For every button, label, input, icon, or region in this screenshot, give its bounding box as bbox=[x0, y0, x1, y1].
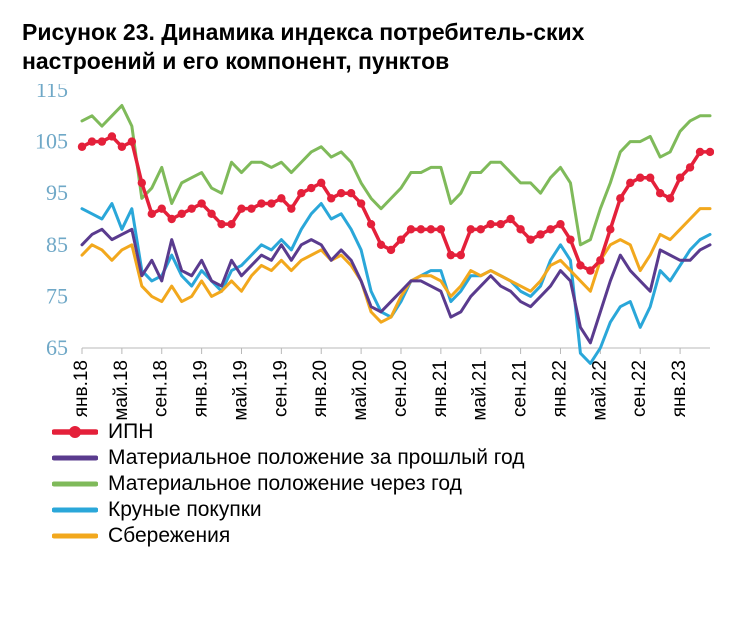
chart-title: Рисунок 23. Динамика индекса потребитель… bbox=[22, 18, 714, 76]
x-axis-label: сен.19 bbox=[270, 360, 291, 417]
marker-ipn bbox=[177, 209, 185, 217]
x-axis-label: янв.20 bbox=[310, 360, 331, 417]
legend-item-big_buy: Круные покупки bbox=[52, 498, 714, 522]
series-big_buy bbox=[82, 203, 710, 363]
marker-ipn bbox=[626, 178, 634, 186]
x-axis-label: сен.20 bbox=[390, 360, 411, 417]
marker-ipn bbox=[317, 178, 325, 186]
x-axis-label: янв.23 bbox=[669, 360, 690, 417]
plot-area: 65758595105115янв.18май.18сен.18янв.19ма… bbox=[22, 84, 714, 414]
marker-ipn bbox=[247, 204, 255, 212]
marker-ipn bbox=[486, 219, 494, 227]
marker-ipn bbox=[586, 266, 594, 274]
y-axis-label: 85 bbox=[46, 231, 68, 256]
marker-ipn bbox=[496, 219, 504, 227]
marker-ipn bbox=[447, 250, 455, 258]
marker-ipn bbox=[287, 204, 295, 212]
marker-ipn bbox=[606, 225, 614, 233]
marker-ipn bbox=[337, 189, 345, 197]
marker-ipn bbox=[217, 219, 225, 227]
series-fin_future bbox=[82, 105, 710, 244]
marker-ipn bbox=[536, 230, 544, 238]
marker-ipn bbox=[477, 225, 485, 233]
marker-ipn bbox=[397, 235, 405, 243]
marker-ipn bbox=[307, 183, 315, 191]
chart-container: Рисунок 23. Динамика индекса потребитель… bbox=[0, 0, 736, 630]
x-axis-label: янв.18 bbox=[71, 360, 92, 417]
marker-ipn bbox=[257, 199, 265, 207]
x-axis-label: янв.19 bbox=[191, 360, 212, 417]
marker-ipn bbox=[546, 225, 554, 233]
marker-ipn bbox=[158, 204, 166, 212]
marker-ipn bbox=[237, 204, 245, 212]
marker-ipn bbox=[297, 189, 305, 197]
x-axis-label: янв.22 bbox=[549, 360, 570, 417]
marker-ipn bbox=[616, 194, 624, 202]
marker-ipn bbox=[277, 194, 285, 202]
y-axis-label: 105 bbox=[35, 128, 68, 153]
marker-ipn bbox=[427, 225, 435, 233]
marker-ipn bbox=[187, 204, 195, 212]
marker-ipn bbox=[666, 194, 674, 202]
marker-ipn bbox=[148, 209, 156, 217]
marker-ipn bbox=[128, 137, 136, 145]
x-axis-label: май.18 bbox=[111, 360, 132, 421]
marker-ipn bbox=[506, 214, 514, 222]
x-axis-label: сен.22 bbox=[629, 360, 650, 417]
x-axis-label: май.21 bbox=[470, 360, 491, 421]
marker-ipn bbox=[98, 137, 106, 145]
marker-ipn bbox=[437, 225, 445, 233]
marker-ipn bbox=[347, 189, 355, 197]
y-axis-label: 65 bbox=[46, 335, 68, 360]
marker-ipn bbox=[566, 235, 574, 243]
marker-ipn bbox=[118, 142, 126, 150]
x-axis-label: сен.18 bbox=[151, 360, 172, 417]
x-axis-label: май.19 bbox=[230, 360, 251, 421]
marker-ipn bbox=[457, 250, 465, 258]
legend-label-big_buy: Круные покупки bbox=[108, 498, 262, 522]
marker-ipn bbox=[467, 225, 475, 233]
legend-swatch-savings bbox=[52, 526, 98, 546]
marker-ipn bbox=[556, 219, 564, 227]
marker-ipn bbox=[686, 163, 694, 171]
marker-ipn bbox=[676, 173, 684, 181]
marker-ipn bbox=[357, 199, 365, 207]
marker-ipn bbox=[168, 214, 176, 222]
marker-ipn bbox=[646, 173, 654, 181]
legend-swatch-big_buy bbox=[52, 500, 98, 520]
marker-ipn bbox=[88, 137, 96, 145]
marker-ipn bbox=[407, 225, 415, 233]
marker-ipn bbox=[207, 209, 215, 217]
marker-ipn bbox=[78, 142, 86, 150]
x-axis-label: янв.21 bbox=[430, 360, 451, 417]
marker-ipn bbox=[367, 219, 375, 227]
marker-ipn bbox=[377, 240, 385, 248]
y-axis-label: 95 bbox=[46, 180, 68, 205]
x-axis-label: сен.21 bbox=[510, 360, 531, 417]
marker-ipn bbox=[267, 199, 275, 207]
line-chart-svg: 65 75 85 95 105 115 янв.18 май.18 сен.18 янв.19 ма… bbox=[22, 84, 714, 490]
marker-ipn bbox=[596, 256, 604, 264]
marker-ipn bbox=[138, 178, 146, 186]
y-axis-label: 75 bbox=[46, 283, 68, 308]
marker-ipn bbox=[417, 225, 425, 233]
legend-item-savings: Сбережения bbox=[52, 524, 714, 548]
marker-ipn bbox=[526, 235, 534, 243]
marker-ipn bbox=[696, 147, 704, 155]
marker-ipn bbox=[516, 225, 524, 233]
marker-ipn bbox=[227, 219, 235, 227]
marker-ipn bbox=[108, 132, 116, 140]
marker-ipn bbox=[576, 261, 584, 269]
x-axis-label: май.20 bbox=[350, 360, 371, 421]
marker-ipn bbox=[636, 173, 644, 181]
marker-ipn bbox=[327, 194, 335, 202]
legend-label-savings: Сбережения bbox=[108, 524, 230, 548]
marker-ipn bbox=[197, 199, 205, 207]
y-axis-label: 115 bbox=[36, 84, 68, 102]
x-axis-label: май.22 bbox=[589, 360, 610, 421]
marker-ipn bbox=[387, 245, 395, 253]
marker-ipn bbox=[656, 189, 664, 197]
marker-ipn bbox=[706, 147, 714, 155]
